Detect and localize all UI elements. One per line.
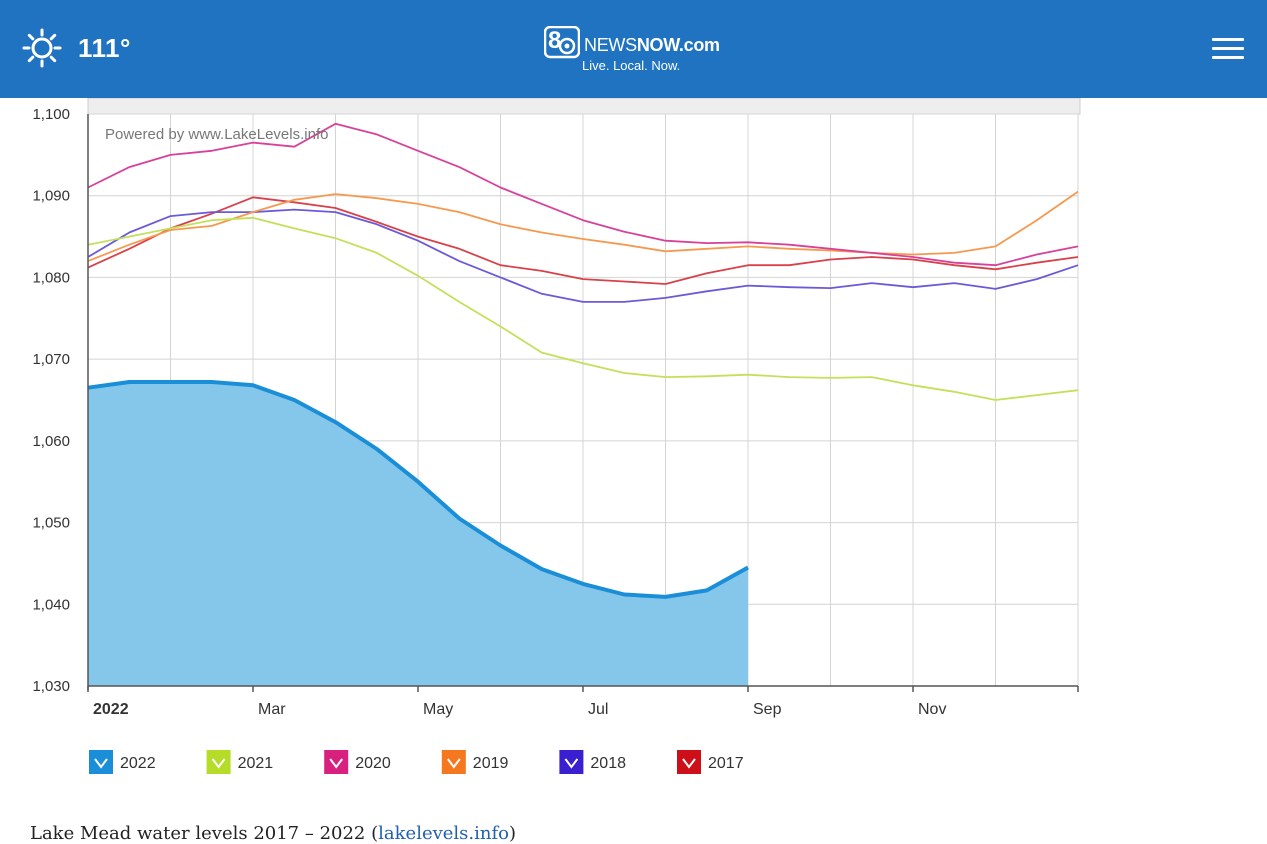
logo-number: 8 (548, 27, 562, 54)
chart-attribution: Powered by www.LakeLevels.info (105, 126, 328, 143)
x-tick-label: Sep (753, 701, 782, 718)
legend-check-icon (682, 758, 696, 769)
sun-icon (22, 28, 62, 68)
caption-source-link[interactable]: lakelevels.info (378, 823, 509, 844)
series-line-2017 (87, 196, 1079, 285)
x-tick-label: Jul (588, 701, 608, 718)
legend-check-icon (564, 758, 579, 769)
series-line-2022 (87, 380, 749, 599)
legend-check-icon (446, 758, 461, 769)
caption-text: Lake Mead water levels 2017 – 2022 ( (30, 823, 379, 844)
series-line-2021 (87, 216, 1079, 401)
site-header: 111° 8 NEWSNOW.com Live. Local. Now. (0, 0, 1267, 98)
photo-caption: Lake Mead water levels 2017 – 2022 (lake… (30, 823, 516, 844)
logo-now: NOW (636, 35, 679, 55)
y-tick-label: 1,050 (32, 515, 70, 532)
legend-label: 2019 (473, 755, 509, 772)
legend-checkbox-icon (206, 750, 231, 774)
legend-label: 2020 (355, 755, 391, 772)
logo-domain: .com (678, 35, 720, 55)
legend-label: 2017 (708, 755, 744, 772)
legend-label: 2018 (590, 755, 626, 772)
legend-checkbox-icon (559, 750, 584, 774)
chart-top-bar (87, 98, 1081, 115)
chart-legend: 2022 2021 2020 2019 2018 2017 (89, 750, 744, 774)
x-tick-label: 2022 (93, 701, 129, 718)
legend-label: 2022 (120, 755, 156, 772)
weather-widget[interactable]: 111° (22, 28, 131, 68)
legend-check-icon (329, 758, 344, 769)
legend-item-2020[interactable]: 2020 (324, 750, 391, 774)
x-tick-label: Mar (258, 701, 286, 718)
series-line-2019 (87, 190, 1079, 262)
legend-item-2022[interactable]: 2022 (89, 750, 156, 774)
chart-series-layer (87, 122, 1079, 599)
y-tick-label: 1,040 (32, 596, 70, 613)
y-tick-label: 1,100 (32, 106, 70, 123)
temperature: 111° (78, 32, 131, 63)
chart-area-layer (88, 382, 748, 686)
legend-item-2019[interactable]: 2019 (441, 750, 509, 774)
legend-checkbox-icon (677, 750, 701, 774)
x-tick-label: Nov (918, 701, 946, 718)
legend-check-icon (94, 758, 108, 769)
chart-grid (87, 113, 1079, 687)
chart-axes: 1,030 1,040 1,050 1,060 1,070 1,080 1,090 1,100… (32, 106, 1079, 718)
y-tick-label: 1,060 (32, 433, 70, 450)
logo-wordmark: NEWSNOW.com (584, 35, 720, 56)
logo-tagline: Live. Local. Now. (582, 58, 681, 73)
caption-close: ) (508, 823, 517, 844)
legend-checkbox-icon (441, 750, 466, 774)
y-tick-label: 1,030 (32, 678, 70, 695)
y-tick-label: 1,070 (32, 351, 70, 368)
series-line-2020 (87, 122, 1079, 267)
channel-8-badge-icon (544, 26, 580, 59)
legend-item-2017[interactable]: 2017 (677, 750, 744, 774)
hamburger-menu-icon[interactable] (1212, 38, 1244, 60)
x-tick-label: May (423, 701, 453, 718)
series-area-2022 (88, 382, 748, 686)
legend-item-2021[interactable]: 2021 (206, 750, 274, 774)
legend-checkbox-icon (89, 750, 113, 774)
legend-label: 2021 (238, 755, 274, 772)
legend-check-icon (211, 758, 226, 769)
y-tick-label: 1,090 (32, 188, 70, 205)
legend-checkbox-icon (324, 750, 349, 774)
site-logo[interactable]: 8 NEWSNOW.com Live. Local. Now. (544, 26, 734, 76)
y-tick-label: 1,080 (32, 269, 70, 286)
lake-level-chart: 1,030 1,040 1,050 1,060 1,070 1,080 1,090 1,100… (32, 98, 1081, 774)
logo-news: NEWS (584, 35, 637, 55)
legend-item-2018[interactable]: 2018 (559, 750, 626, 774)
